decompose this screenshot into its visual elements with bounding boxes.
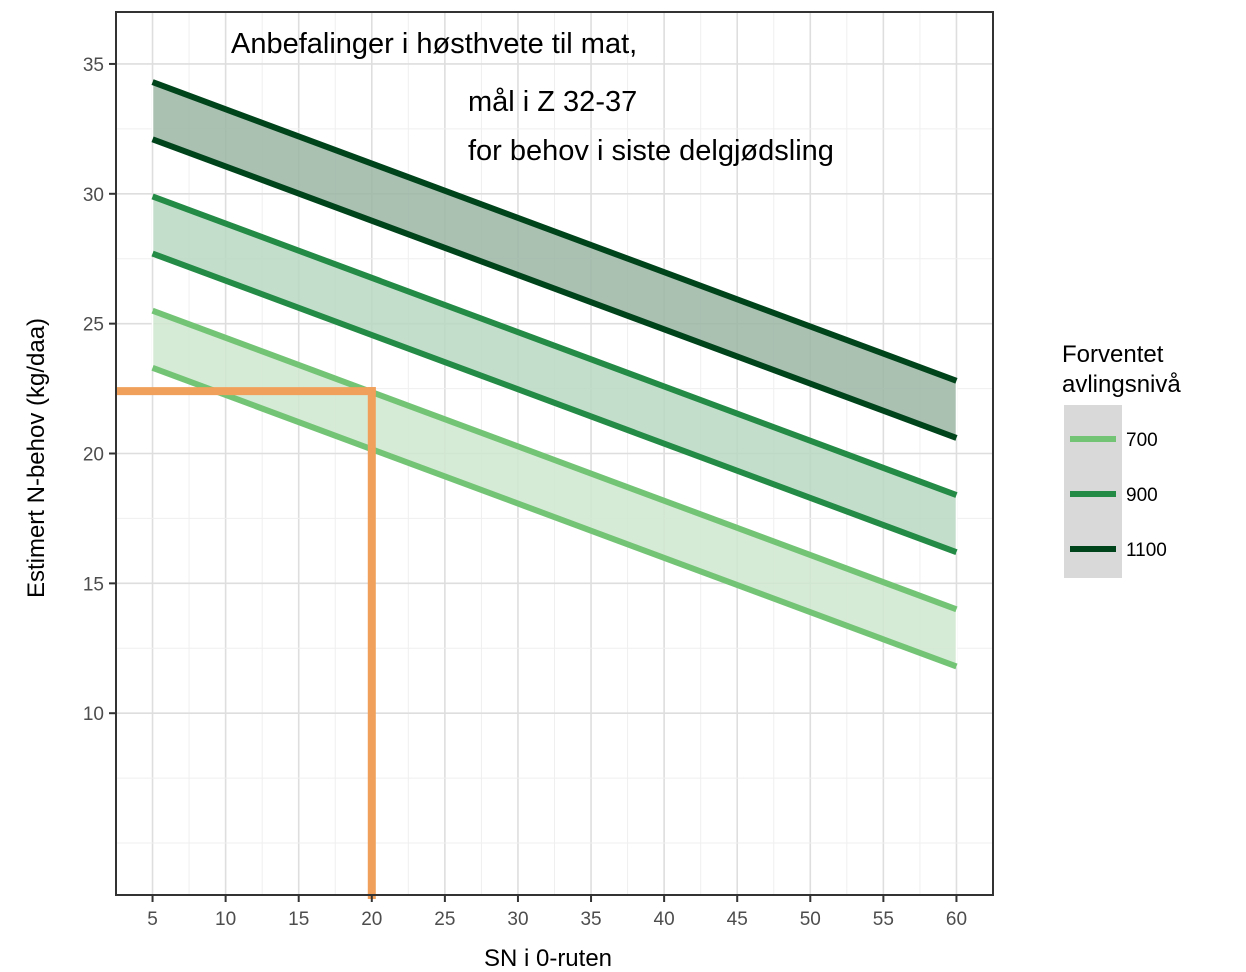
- ribbons: [151, 81, 958, 668]
- lower-line-900: [151, 250, 958, 556]
- x-tick-label: 20: [361, 909, 382, 930]
- series-lines: [151, 79, 958, 670]
- y-tick-label: 10: [83, 704, 104, 725]
- upper-line-900: [151, 193, 958, 498]
- x-axis-title: SN i 0-ruten: [484, 945, 612, 972]
- upper-line-1100: [151, 79, 958, 384]
- x-tick-label: 15: [288, 909, 309, 930]
- x-tick-label: 40: [654, 909, 675, 930]
- y-tick-label: 15: [83, 574, 104, 595]
- x-tick-label: 35: [580, 909, 601, 930]
- y-tick-label: 25: [83, 315, 104, 336]
- legend-title-line-2: avlingsnivå: [1062, 371, 1181, 398]
- lower-line-1100: [151, 136, 958, 441]
- y-tick-label: 20: [83, 445, 104, 466]
- legend: Forventet avlingsnivå 700 900 1100: [1062, 341, 1181, 578]
- x-tick-label: 60: [946, 909, 967, 930]
- legend-label-900: 900: [1126, 485, 1158, 506]
- annotation-line-1: Anbefalinger i høsthvete til mat,: [231, 28, 637, 60]
- y-tick-label: 30: [83, 185, 104, 206]
- x-tick-label: 10: [215, 909, 236, 930]
- x-tick-label: 25: [434, 909, 455, 930]
- reference-lines: [116, 387, 376, 899]
- lower-line-700: [151, 364, 958, 670]
- legend-label-1100: 1100: [1126, 540, 1167, 561]
- x-tick-label: 5: [147, 909, 158, 930]
- annotation-line-3: for behov i siste delgjødsling: [468, 135, 834, 167]
- annotation-line-2: mål i Z 32-37: [468, 86, 637, 118]
- legend-keys: 700 900 1100: [1064, 405, 1167, 578]
- x-tick-label: 55: [873, 909, 894, 930]
- x-tick-label: 30: [507, 909, 528, 930]
- y-axis-ticks: 10 15 20 25 30 35: [83, 55, 116, 725]
- x-axis-ticks: 5 10 15 20 25 30 35 40 45 50 55 60: [147, 895, 967, 930]
- x-tick-label: 50: [800, 909, 821, 930]
- x-tick-label: 45: [727, 909, 748, 930]
- legend-label-700: 700: [1126, 430, 1158, 451]
- y-tick-label: 35: [83, 55, 104, 76]
- y-axis-title: Estimert N-behov (kg/daa): [23, 318, 50, 598]
- upper-line-700: [151, 307, 958, 613]
- legend-title-line-1: Forventet: [1062, 341, 1164, 368]
